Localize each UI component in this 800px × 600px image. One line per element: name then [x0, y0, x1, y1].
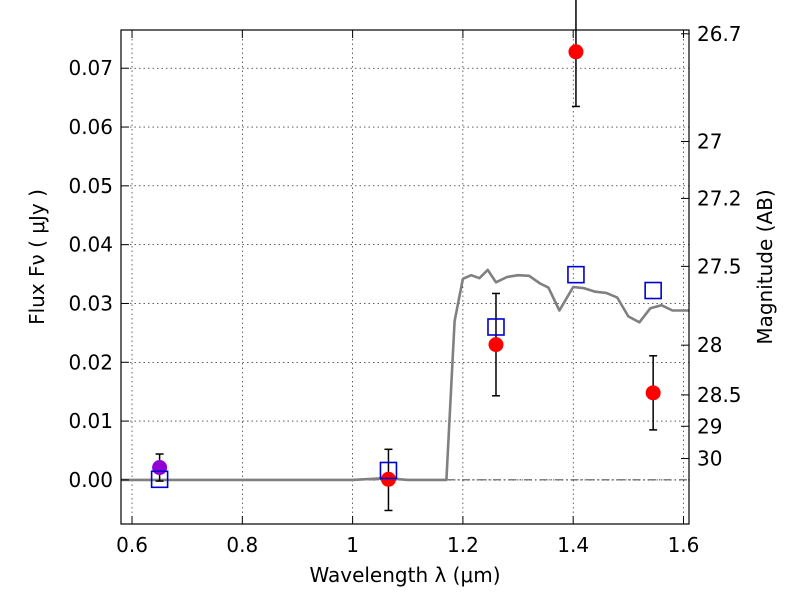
plot-frame [120, 29, 690, 525]
mag-tick-label: 28.5 [697, 383, 742, 407]
y-tick-label: 0.01 [68, 409, 113, 433]
data-point [150, 470, 169, 489]
mag-tick-label: 27 [697, 129, 722, 153]
y-axis-label: Flux Fν ( μJy ) [25, 189, 49, 325]
model-sed-line [121, 268, 689, 482]
tick-layer [121, 30, 689, 524]
y2-axis-label: Magnitude (AB) [753, 189, 777, 344]
x-tick-label: 1.4 [557, 533, 589, 557]
x-tick-label: 0.6 [116, 533, 148, 557]
data-point [568, 44, 584, 60]
marker-layer [150, 44, 662, 489]
data-point [644, 281, 662, 300]
grid-layer [121, 30, 689, 524]
tick-label-layer: 0.6 0.8 1 1.2 1.4 1.6 0.00 0.01 0.02 0.03 0.04 0.05… [68, 22, 741, 557]
data-point [379, 461, 398, 480]
y-tick-label: 0.03 [68, 291, 113, 315]
mag-tick-label: 28 [697, 333, 722, 357]
data-point [567, 265, 585, 284]
mag-tick-label: 27.5 [697, 254, 742, 278]
y-tick-label: 0.04 [68, 233, 113, 257]
x-axis-label: Wavelength λ (μm) [309, 563, 500, 587]
y-tick-label: 0.06 [68, 115, 113, 139]
x-tick-label: 0.8 [226, 533, 258, 557]
mag-tick-label: 27.2 [697, 186, 742, 210]
y-tick-label: 0.05 [68, 174, 113, 198]
data-point [380, 471, 396, 487]
mag-tick-label: 29 [697, 414, 722, 438]
data-point [152, 460, 168, 476]
mag-tick-label: 26.7 [697, 22, 742, 46]
error-bar-layer [155, 0, 658, 512]
data-point [488, 337, 504, 353]
mag-tick-label: 30 [697, 447, 722, 471]
data-point [487, 318, 505, 336]
x-tick-label: 1.6 [668, 533, 700, 557]
y-tick-label: 0.07 [68, 56, 113, 80]
model-sed-layer [121, 268, 689, 482]
y-tick-label: 0.02 [68, 350, 113, 374]
x-tick-label: 1.2 [447, 533, 479, 557]
y-tick-label: 0.00 [68, 468, 113, 492]
x-tick-label: 1 [346, 533, 359, 557]
data-point [645, 385, 661, 401]
